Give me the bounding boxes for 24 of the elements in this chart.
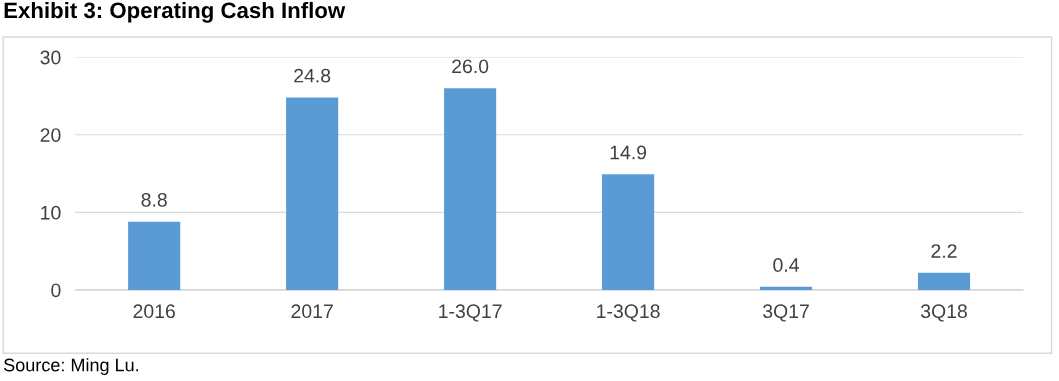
y-tick-label: 30 (40, 50, 61, 65)
y-tick-label: 0 (51, 283, 61, 298)
data-label: 8.8 (141, 192, 167, 207)
data-label: 14.9 (610, 145, 647, 160)
x-tick-label: 3Q18 (920, 304, 967, 322)
x-tick-label: 2017 (291, 304, 333, 319)
y-tick-label: 20 (40, 128, 61, 142)
data-label: 24.8 (294, 68, 331, 83)
x-tick-label: 2016 (133, 304, 175, 319)
x-tick-label: 3Q17 (763, 304, 809, 322)
bar (602, 174, 655, 290)
bar (286, 97, 339, 290)
bar (444, 88, 497, 290)
source-note: Source: Ming Lu. (4, 358, 139, 375)
chart-title: Exhibit 3: Operating Cash Inflow (4, 1, 346, 23)
bar (917, 272, 971, 290)
x-tick-label: 1-3Q17 (439, 304, 502, 322)
x-tick-label: 1-3Q18 (597, 304, 660, 322)
data-label: 0.4 (773, 258, 799, 272)
data-label: 2.2 (931, 244, 957, 258)
bar (128, 221, 181, 290)
y-tick-label: 10 (41, 205, 61, 220)
data-label: 26.0 (452, 59, 489, 74)
bar (759, 286, 813, 290)
